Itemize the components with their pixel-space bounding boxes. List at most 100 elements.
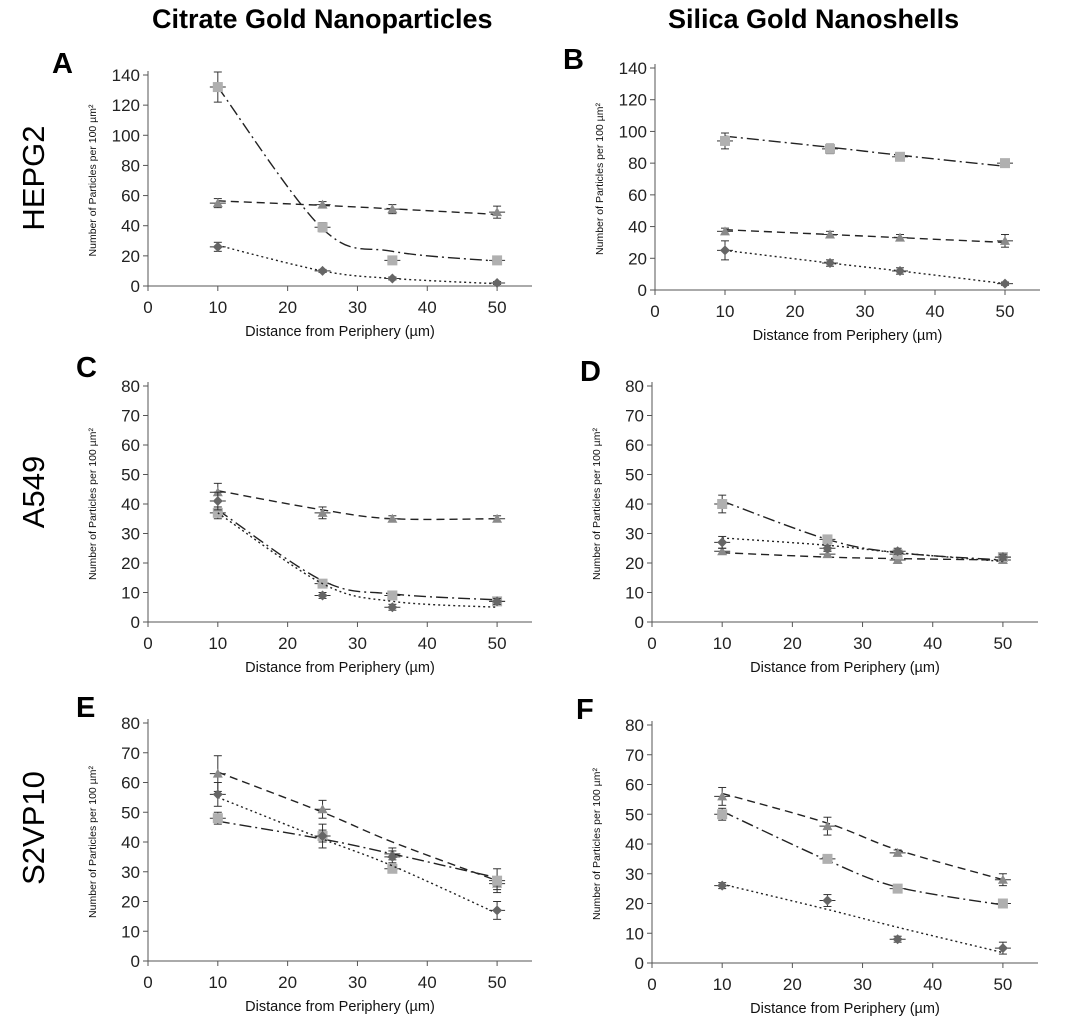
x-tick-label: 20 — [783, 634, 802, 653]
data-point-triangle — [892, 847, 903, 857]
panel-d: 0 10 20 30 40 50 60 70 80 0 10 20 30 40 50 Distance fro… — [591, 377, 1038, 676]
y-tick-label: 100 — [112, 126, 140, 145]
data-point-diamond — [387, 851, 398, 862]
series-square — [209, 811, 506, 894]
y-tick-label: 30 — [121, 863, 140, 882]
x-tick-label: 10 — [713, 634, 732, 653]
series-square — [714, 807, 1011, 909]
y-tick-label: 20 — [121, 247, 140, 266]
y-tick-label: 10 — [625, 584, 644, 603]
y-tick-label: 50 — [121, 466, 140, 485]
data-point-diamond — [997, 943, 1008, 954]
y-axis-label: Number of Particles per 100 µm² — [591, 428, 603, 580]
y-tick-label: 40 — [628, 218, 647, 237]
x-tick-label: 10 — [208, 298, 227, 317]
x-tick-label: 40 — [418, 634, 437, 653]
x-axis-label: Distance from Periphery (µm) — [750, 1001, 940, 1017]
x-tick-label: 30 — [853, 975, 872, 994]
y-tick-label: 60 — [121, 187, 140, 206]
data-point-diamond — [717, 537, 728, 548]
data-point-triangle — [317, 199, 328, 209]
data-point-diamond — [492, 277, 503, 288]
data-point-diamond — [825, 258, 835, 269]
data-point-diamond — [492, 905, 503, 916]
y-tick-label: 50 — [625, 466, 644, 485]
y-tick-label: 20 — [121, 893, 140, 912]
panel-letter-d: D — [580, 356, 601, 388]
data-point-diamond — [212, 496, 223, 507]
data-point-triangle — [492, 207, 503, 217]
panel-letter-e: E — [76, 692, 96, 724]
data-point-diamond — [892, 546, 903, 557]
column-title-citrate: Citrate Gold Nanoparticles — [152, 4, 493, 34]
panel-a: 0 20 40 60 80 100 120 140 0 10 20 30 40 50 Distance fr… — [87, 66, 532, 340]
data-point-triangle — [892, 555, 903, 565]
x-tick-label: 50 — [993, 634, 1012, 653]
series-diamond — [714, 535, 1011, 563]
trendline-dashdot — [217, 820, 498, 879]
data-point-triangle — [387, 204, 398, 214]
x-tick-label: 30 — [348, 973, 367, 992]
x-axis-label: Distance from Periphery (µm) — [750, 660, 940, 676]
y-tick-label: 60 — [121, 774, 140, 793]
y-tick-label: 120 — [112, 96, 140, 115]
series-square — [714, 494, 1011, 563]
x-tick-label: 30 — [853, 634, 872, 653]
data-point-square — [387, 863, 398, 874]
y-tick-label: 20 — [625, 895, 644, 914]
data-point-triangle — [717, 791, 728, 801]
x-tick-label: 20 — [783, 975, 802, 994]
trendline-dashed — [217, 490, 498, 521]
data-point-square — [1000, 158, 1010, 169]
y-tick-label: 80 — [625, 716, 644, 735]
y-tick-label: 60 — [625, 776, 644, 795]
y-axis-label: Number of Particles per 100 µm² — [594, 103, 606, 255]
y-tick-label: 20 — [625, 554, 644, 573]
x-tick-label: 30 — [348, 634, 367, 653]
data-point-square — [822, 853, 833, 864]
column-title-silica: Silica Gold Nanoshells — [668, 4, 960, 34]
y-tick-label: 60 — [121, 436, 140, 455]
trendline-dotted — [722, 537, 1003, 563]
y-axis-label: Number of Particles per 100 µm² — [591, 768, 603, 920]
x-tick-label: 0 — [647, 634, 656, 653]
data-point-diamond — [317, 590, 328, 601]
trendline-dashed — [724, 229, 1006, 244]
data-point-diamond — [822, 895, 833, 906]
x-tick-label: 30 — [348, 298, 367, 317]
trendline-dotted — [217, 244, 498, 285]
x-tick-label: 10 — [713, 975, 732, 994]
y-tick-label: 80 — [121, 377, 140, 396]
panel-b: 0 20 40 60 80 100 120 140 0 10 20 30 40 50 Distance fr… — [594, 59, 1040, 344]
panel-letter-b: B — [563, 44, 584, 76]
x-axis-label: Distance from Periphery (µm) — [245, 324, 435, 340]
x-tick-label: 0 — [143, 634, 152, 653]
y-tick-label: 100 — [619, 122, 647, 141]
y-tick-label: 30 — [625, 865, 644, 884]
series-triangle — [209, 482, 506, 523]
series-triangle — [209, 198, 506, 219]
data-point-diamond — [997, 552, 1008, 563]
y-tick-label: 80 — [121, 714, 140, 733]
y-axis-label: Number of Particles per 100 µm² — [87, 104, 99, 256]
series-diamond — [209, 491, 506, 613]
x-tick-label: 0 — [650, 302, 659, 321]
y-tick-label: 140 — [619, 59, 647, 78]
data-point-triangle — [212, 198, 223, 208]
x-tick-label: 0 — [143, 973, 152, 992]
y-tick-label: 120 — [619, 91, 647, 110]
x-tick-label: 50 — [488, 634, 507, 653]
trendline-dashdot — [217, 86, 498, 262]
trendline-dashed — [217, 200, 498, 216]
data-point-square — [492, 875, 503, 886]
y-tick-label: 50 — [121, 803, 140, 822]
x-axis-label: Distance from Periphery (µm) — [753, 328, 943, 344]
data-point-square — [387, 255, 398, 266]
data-point-square — [212, 82, 223, 93]
trendline-dashdot — [724, 135, 1006, 168]
trendline-dashdot — [217, 509, 498, 601]
y-tick-label: 10 — [121, 584, 140, 603]
y-tick-label: 10 — [121, 922, 140, 941]
data-point-square — [387, 590, 398, 601]
panel-c: 0 10 20 30 40 50 60 70 80 0 10 20 30 40 50 Distance fro… — [87, 377, 532, 676]
